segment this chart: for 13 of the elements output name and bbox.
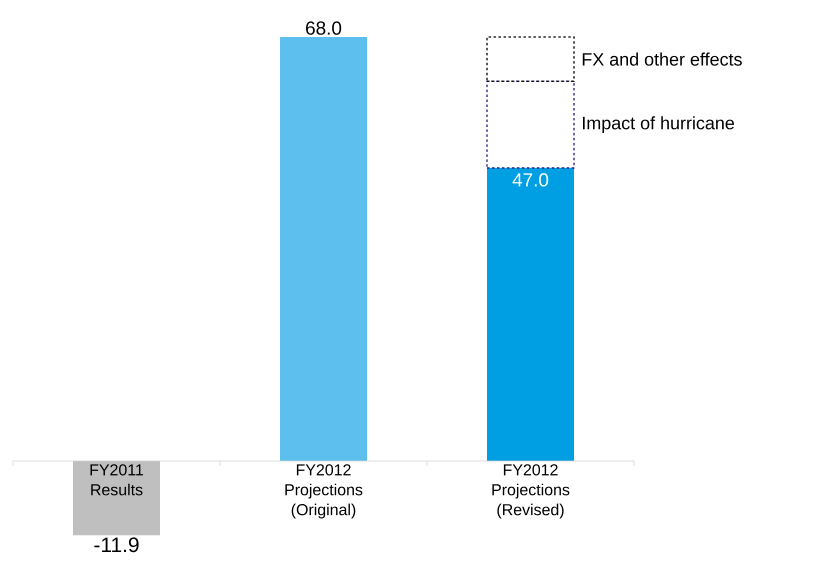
data-label: 47.0 [512, 173, 548, 187]
bar [487, 168, 574, 461]
x-tick-label: FY2011 Results [90, 464, 144, 496]
bar [280, 36, 368, 461]
bar [486, 80, 575, 169]
data-label: -11.9 [94, 537, 139, 552]
bar [73, 461, 160, 536]
bar [486, 36, 575, 82]
data-label: 68.0 [306, 21, 342, 35]
series-label: FX and other effects [582, 52, 742, 66]
series-label: Impact of hurricane [582, 116, 734, 133]
x-tick-label: FY2012 Projections (Revised) [492, 464, 570, 518]
x-tick-label: FY2012 Projections (Original) [285, 464, 362, 518]
